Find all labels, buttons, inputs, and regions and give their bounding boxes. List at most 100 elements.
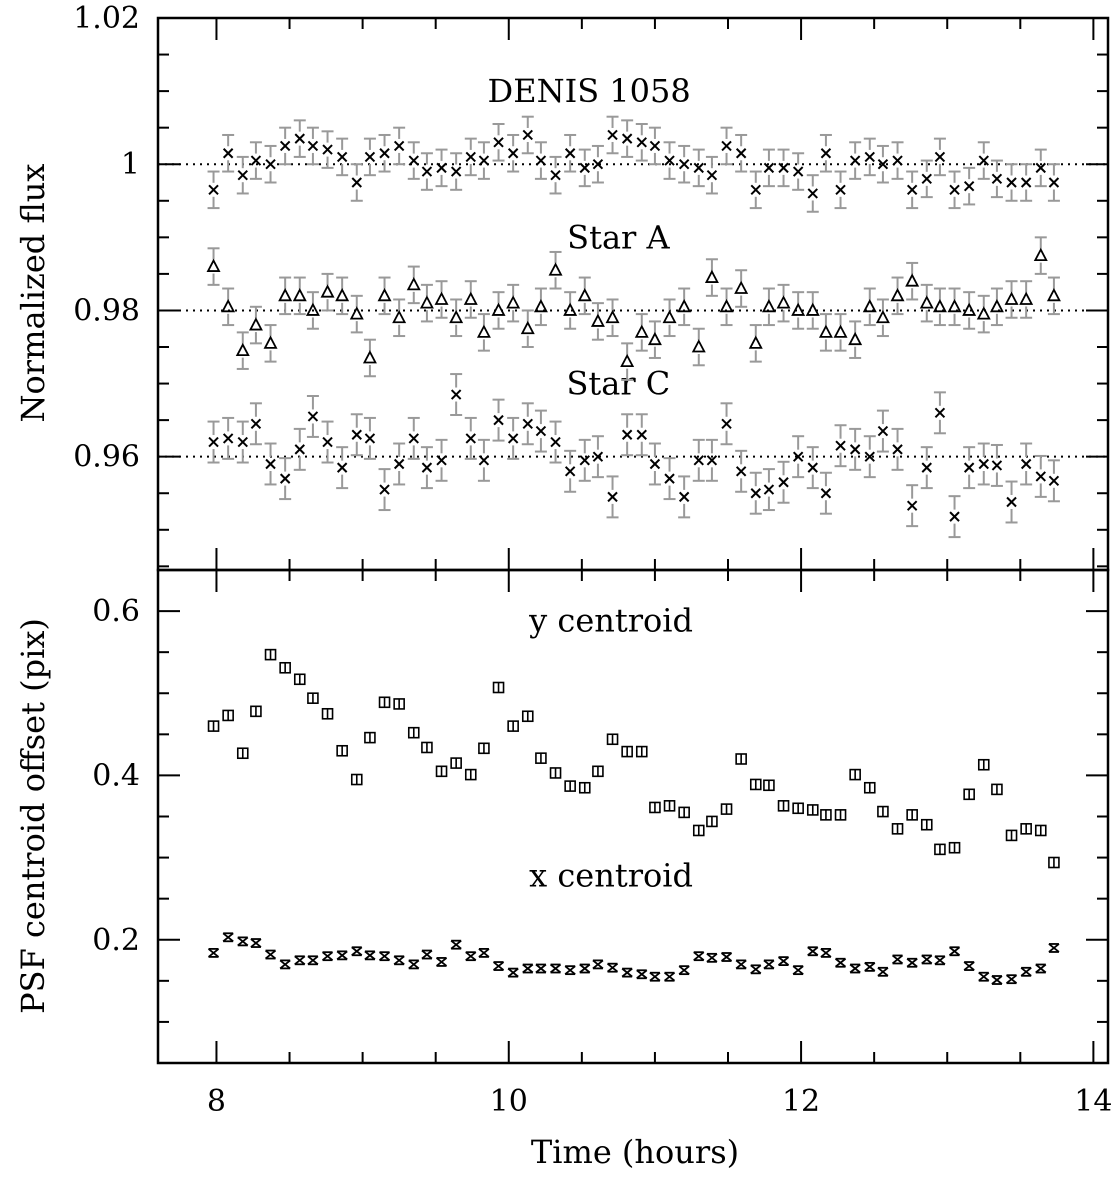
marker-stroke [750,184,761,196]
data-point [1046,287,1061,302]
data-point [1048,856,1060,869]
marker-stroke [592,959,604,970]
data-point [763,959,775,970]
error-bar [450,373,463,417]
error-bar [977,294,990,334]
marker-stroke [706,169,718,181]
data-point [706,952,718,963]
marker-stroke [664,473,675,484]
marker-stroke [606,962,619,973]
data-point [877,159,889,170]
marker-stroke [322,144,333,155]
data-point [849,444,861,455]
data-point [792,965,804,976]
data-point [1035,963,1047,974]
marker-stroke [978,155,989,166]
marker-stroke [877,425,889,437]
data-point [507,720,519,732]
data-point [905,273,920,287]
data-point [863,781,876,794]
marker-stroke [237,436,248,448]
error-bar [591,435,604,479]
marker-stroke [535,155,547,166]
data-point [364,151,376,163]
error-bar [591,144,604,184]
marker-stroke [735,466,747,477]
data-point [834,957,847,968]
error-bar [635,413,648,457]
error-bar [891,276,904,316]
data-point [834,809,847,821]
marker-stroke [1048,475,1060,487]
series-x-centroid [207,932,1060,985]
data-point [336,950,348,961]
error-bar [606,115,619,155]
error-bar [777,148,790,188]
data-point [590,313,605,327]
data-point [421,741,433,754]
error-bar [477,313,490,352]
data-point [1020,458,1032,470]
marker-stroke [294,133,305,144]
data-point [920,818,933,831]
data-point [607,491,618,503]
data-point [1048,475,1060,487]
data-point [777,800,790,812]
marker-stroke [493,137,504,148]
data-point [294,955,306,966]
error-bar [321,272,334,312]
data-point [921,173,932,185]
data-point [748,335,763,349]
marker-stroke [693,455,704,466]
marker-stroke [507,967,519,978]
marker-stroke [693,951,705,961]
data-point [934,151,946,163]
series-star-a [206,236,1061,381]
data-point [606,733,619,746]
data-point [364,433,376,444]
data-point [948,841,961,854]
error-bar [521,115,534,155]
data-point [408,433,419,444]
data-point [763,162,775,174]
error-bar [648,126,661,166]
error-bar [477,438,490,482]
data-point [522,963,534,974]
y-axis-title-flux: Normalized flux [14,164,52,423]
data-point [792,166,804,177]
data-point [449,309,464,324]
marker-stroke [408,433,419,444]
error-bar [621,342,634,381]
marker-stroke [963,180,975,192]
marker-stroke [706,953,718,963]
data-point [693,162,704,174]
data-point [991,783,1003,796]
data-point [378,696,391,709]
y-tick-label: 0.4 [92,758,140,793]
marker-stroke [393,140,405,152]
error-bar [293,119,306,158]
error-bar [464,280,477,319]
error-bar [249,141,262,180]
marker-stroke [906,958,918,968]
data-point [678,806,690,819]
error-bar [720,402,733,446]
error-bar [678,287,691,327]
marker-stroke [607,129,618,141]
data-point [592,451,604,462]
data-point [807,946,819,957]
data-point [621,745,633,758]
error-bar [606,298,619,338]
marker-stroke [721,140,732,152]
data-point [1004,291,1019,305]
data-point [892,444,903,455]
marker-stroke [237,936,249,947]
error-bar [762,287,775,327]
marker-stroke [891,954,904,965]
error-bar [521,402,534,446]
error-bar [792,435,805,479]
marker-stroke [592,451,604,462]
error-bar [920,159,933,199]
marker-stroke [906,500,918,511]
marker-stroke [222,433,234,444]
